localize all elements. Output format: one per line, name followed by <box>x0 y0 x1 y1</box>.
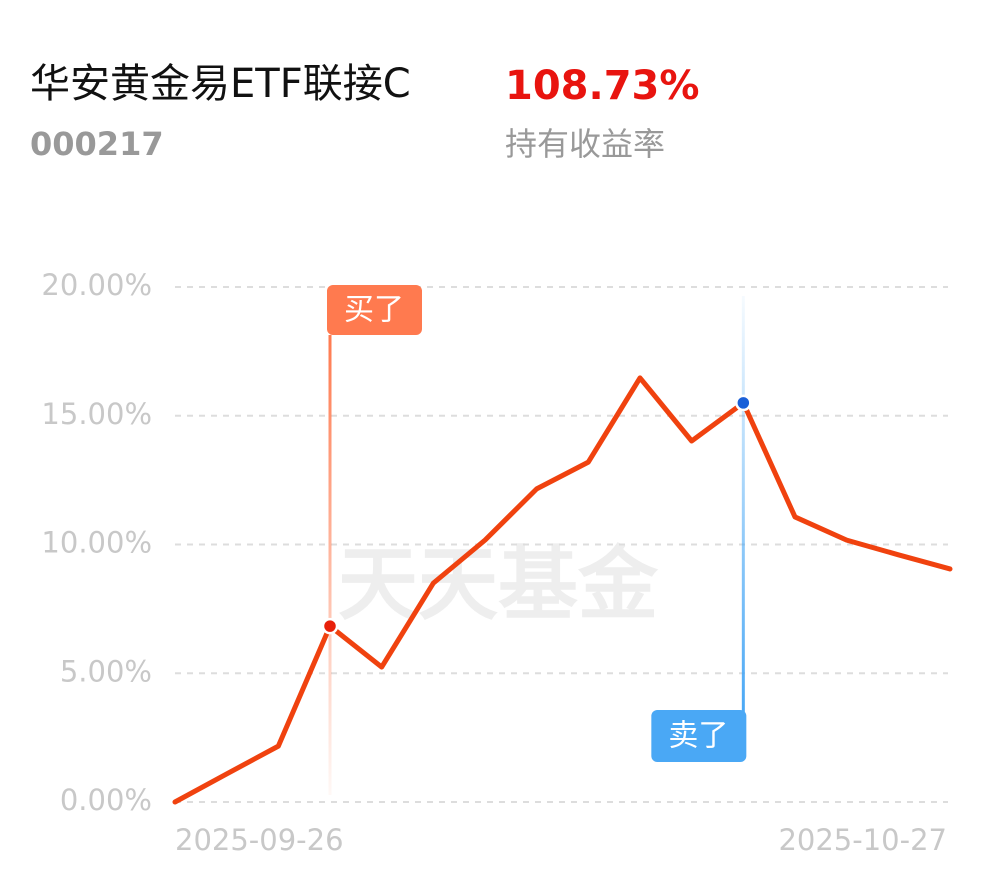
x-tick-label: 2025-10-27 <box>778 823 947 857</box>
sell-tag <box>651 710 747 762</box>
y-tick-label: 10.00% <box>41 526 152 560</box>
fund-title: 华安黄金易ETF联接C <box>30 61 411 107</box>
data-line <box>172 375 953 805</box>
y-tick-label: 0.00% <box>60 783 152 817</box>
fund-code: 000217 <box>30 125 164 163</box>
buy-point <box>321 617 339 635</box>
watermark: 天天基金 <box>338 538 659 631</box>
y-tick-label: 5.00% <box>60 654 152 688</box>
sell-point <box>735 394 752 412</box>
buy-tag <box>327 285 422 335</box>
y-tick-label: 20.00% <box>41 268 152 302</box>
y-tick-label: 15.00% <box>41 397 152 431</box>
buy-label: 买了 <box>344 293 404 328</box>
return-label: 持有收益率 <box>505 125 665 163</box>
buy-guide <box>328 335 332 795</box>
x-tick-label: 2025-09-26 <box>175 823 344 857</box>
sell-guide <box>741 296 745 712</box>
sell-label: 卖了 <box>668 719 728 754</box>
return-value: 108.73% <box>505 63 699 109</box>
